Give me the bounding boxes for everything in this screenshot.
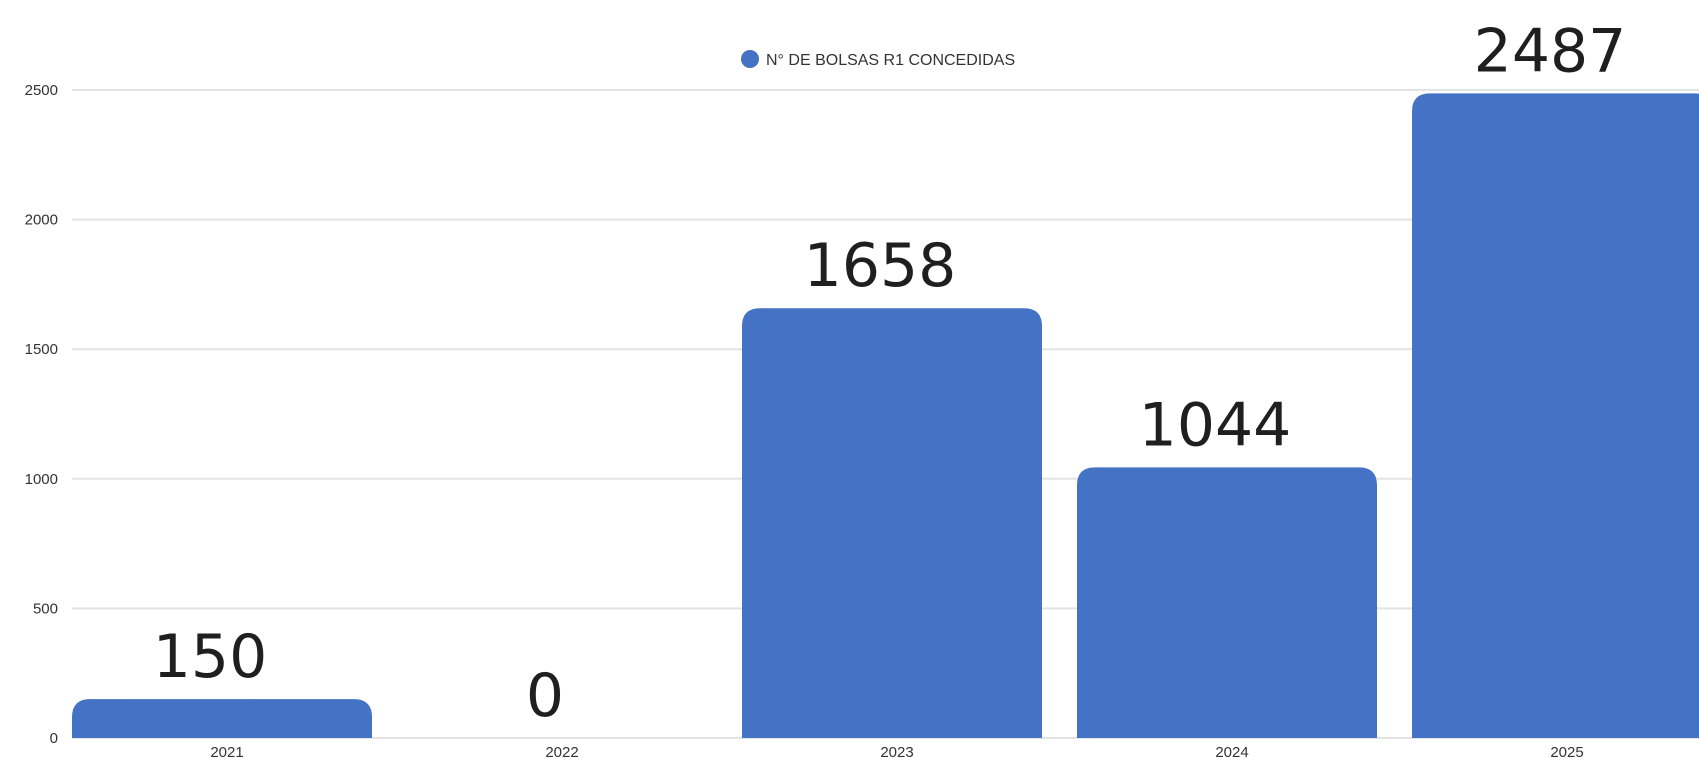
legend: N° DE BOLSAS R1 CONCEDIDAS	[741, 50, 1015, 69]
bar-2024	[1077, 467, 1377, 738]
y-tick-label: 1500	[25, 341, 58, 358]
bars	[72, 93, 1699, 738]
value-label-2021: 150	[153, 622, 268, 692]
value-label-2022: 0	[526, 661, 564, 731]
value-label-2024: 1044	[1139, 390, 1292, 460]
y-axis: 0 500 1000 1500 2000 2500	[25, 82, 58, 747]
legend-label: N° DE BOLSAS R1 CONCEDIDAS	[766, 52, 1015, 69]
y-tick-label: 500	[33, 600, 58, 617]
x-axis: 2021 2022 2023 2024 2025	[210, 744, 1583, 758]
bar-2021	[72, 699, 372, 738]
y-tick-label: 2500	[25, 82, 58, 99]
x-tick-label-2024: 2024	[1215, 744, 1248, 758]
x-tick-label-2025: 2025	[1550, 744, 1583, 758]
y-tick-label: 1000	[25, 471, 58, 488]
y-tick-label: 2000	[25, 212, 58, 229]
legend-marker	[741, 50, 759, 68]
y-tick-label: 0	[50, 730, 58, 747]
value-label-2025: 2487	[1474, 16, 1627, 86]
value-label-2023: 1658	[804, 231, 957, 301]
x-tick-label-2022: 2022	[545, 744, 578, 758]
x-tick-label-2023: 2023	[880, 744, 913, 758]
bar-2023	[742, 308, 1042, 738]
data-labels: 150 0 1658 1044 2487	[153, 16, 1627, 731]
x-tick-label-2021: 2021	[210, 744, 243, 758]
bar-2025	[1412, 93, 1699, 738]
